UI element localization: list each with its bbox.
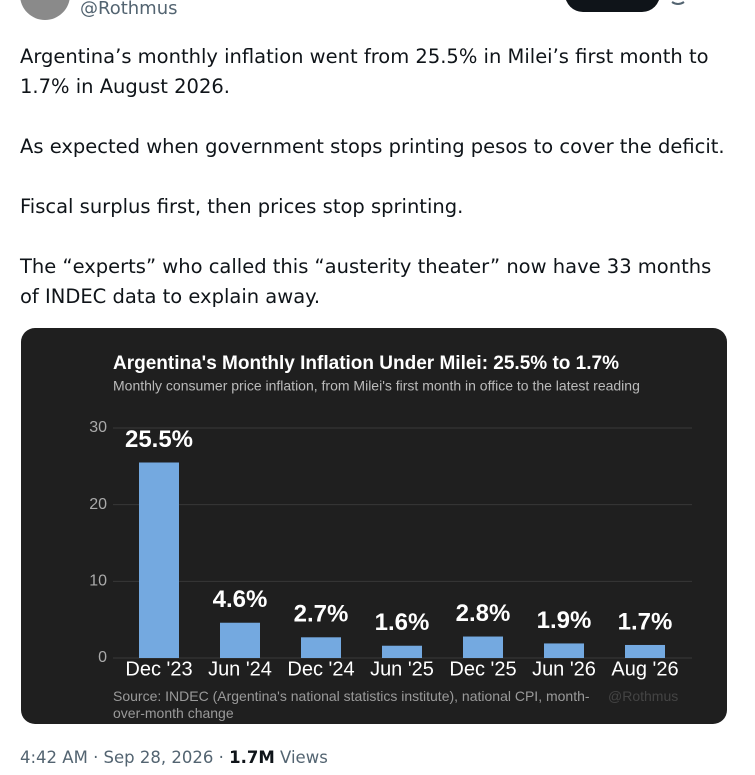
- x-tick-label: Aug '26: [611, 658, 678, 680]
- x-tick-label: Dec '24: [287, 658, 354, 680]
- views-count: 1.7M: [229, 748, 275, 767]
- bar: [220, 622, 260, 658]
- value-label: 2.7%: [294, 601, 349, 628]
- chart-title: Argentina's Monthly Inflation Under Mile…: [113, 353, 619, 374]
- bar: [301, 637, 341, 658]
- handle[interactable]: @Rothmus: [80, 0, 178, 19]
- paragraph: As expected when government stops printi…: [20, 135, 725, 158]
- value-label: 4.6%: [213, 586, 268, 613]
- menu-icon[interactable]: [671, 1, 685, 5]
- y-tick-label: 10: [89, 573, 107, 590]
- value-label: 25.5%: [125, 426, 193, 453]
- y-tick-label: 30: [89, 419, 107, 436]
- bar: [463, 636, 503, 658]
- top-decor: [20, 0, 685, 20]
- bar: [139, 462, 179, 658]
- value-label: 1.9%: [537, 607, 592, 634]
- y-tick-label: 20: [89, 496, 107, 513]
- bar: [544, 643, 584, 658]
- bar: [382, 645, 422, 658]
- paragraph: Argentina’s monthly inflation went from …: [20, 45, 709, 98]
- views-label: Views: [280, 748, 328, 767]
- x-tick-label: Jun '25: [370, 658, 434, 680]
- y-tick-label: 0: [98, 649, 107, 666]
- tweet-footer: 4:42 AM · Sep 28, 2026 1.7M Views: [20, 748, 328, 767]
- avatar[interactable]: [20, 0, 70, 20]
- timestamp[interactable]: 4:42 AM · Sep 28, 2026: [20, 748, 214, 767]
- follow-button[interactable]: [565, 0, 660, 12]
- x-tick-label: Dec '23: [125, 658, 192, 680]
- value-label: 2.8%: [456, 600, 511, 627]
- chart: Argentina's Monthly Inflation Under Mile…: [89, 353, 692, 680]
- paragraph: The “experts” who called this “austerity…: [20, 255, 712, 308]
- x-tick-label: Jun '26: [532, 658, 596, 680]
- tweet-text: Argentina’s monthly inflation went from …: [20, 42, 730, 342]
- value-label: 1.7%: [618, 608, 673, 635]
- source-note: Source: INDEC (Argentina's national stat…: [113, 688, 590, 721]
- paragraph: Fiscal surplus first, then prices stop s…: [20, 195, 464, 218]
- chart-subtitle: Monthly consumer price inflation, from M…: [113, 378, 640, 394]
- x-tick-label: Jun '24: [208, 658, 272, 680]
- value-label: 1.6%: [375, 609, 430, 636]
- chart-card[interactable]: Argentina's Monthly Inflation Under Mile…: [21, 328, 727, 724]
- watermark: @Rothmus: [608, 688, 679, 704]
- x-tick-label: Dec '25: [449, 658, 516, 680]
- bar: [625, 644, 665, 658]
